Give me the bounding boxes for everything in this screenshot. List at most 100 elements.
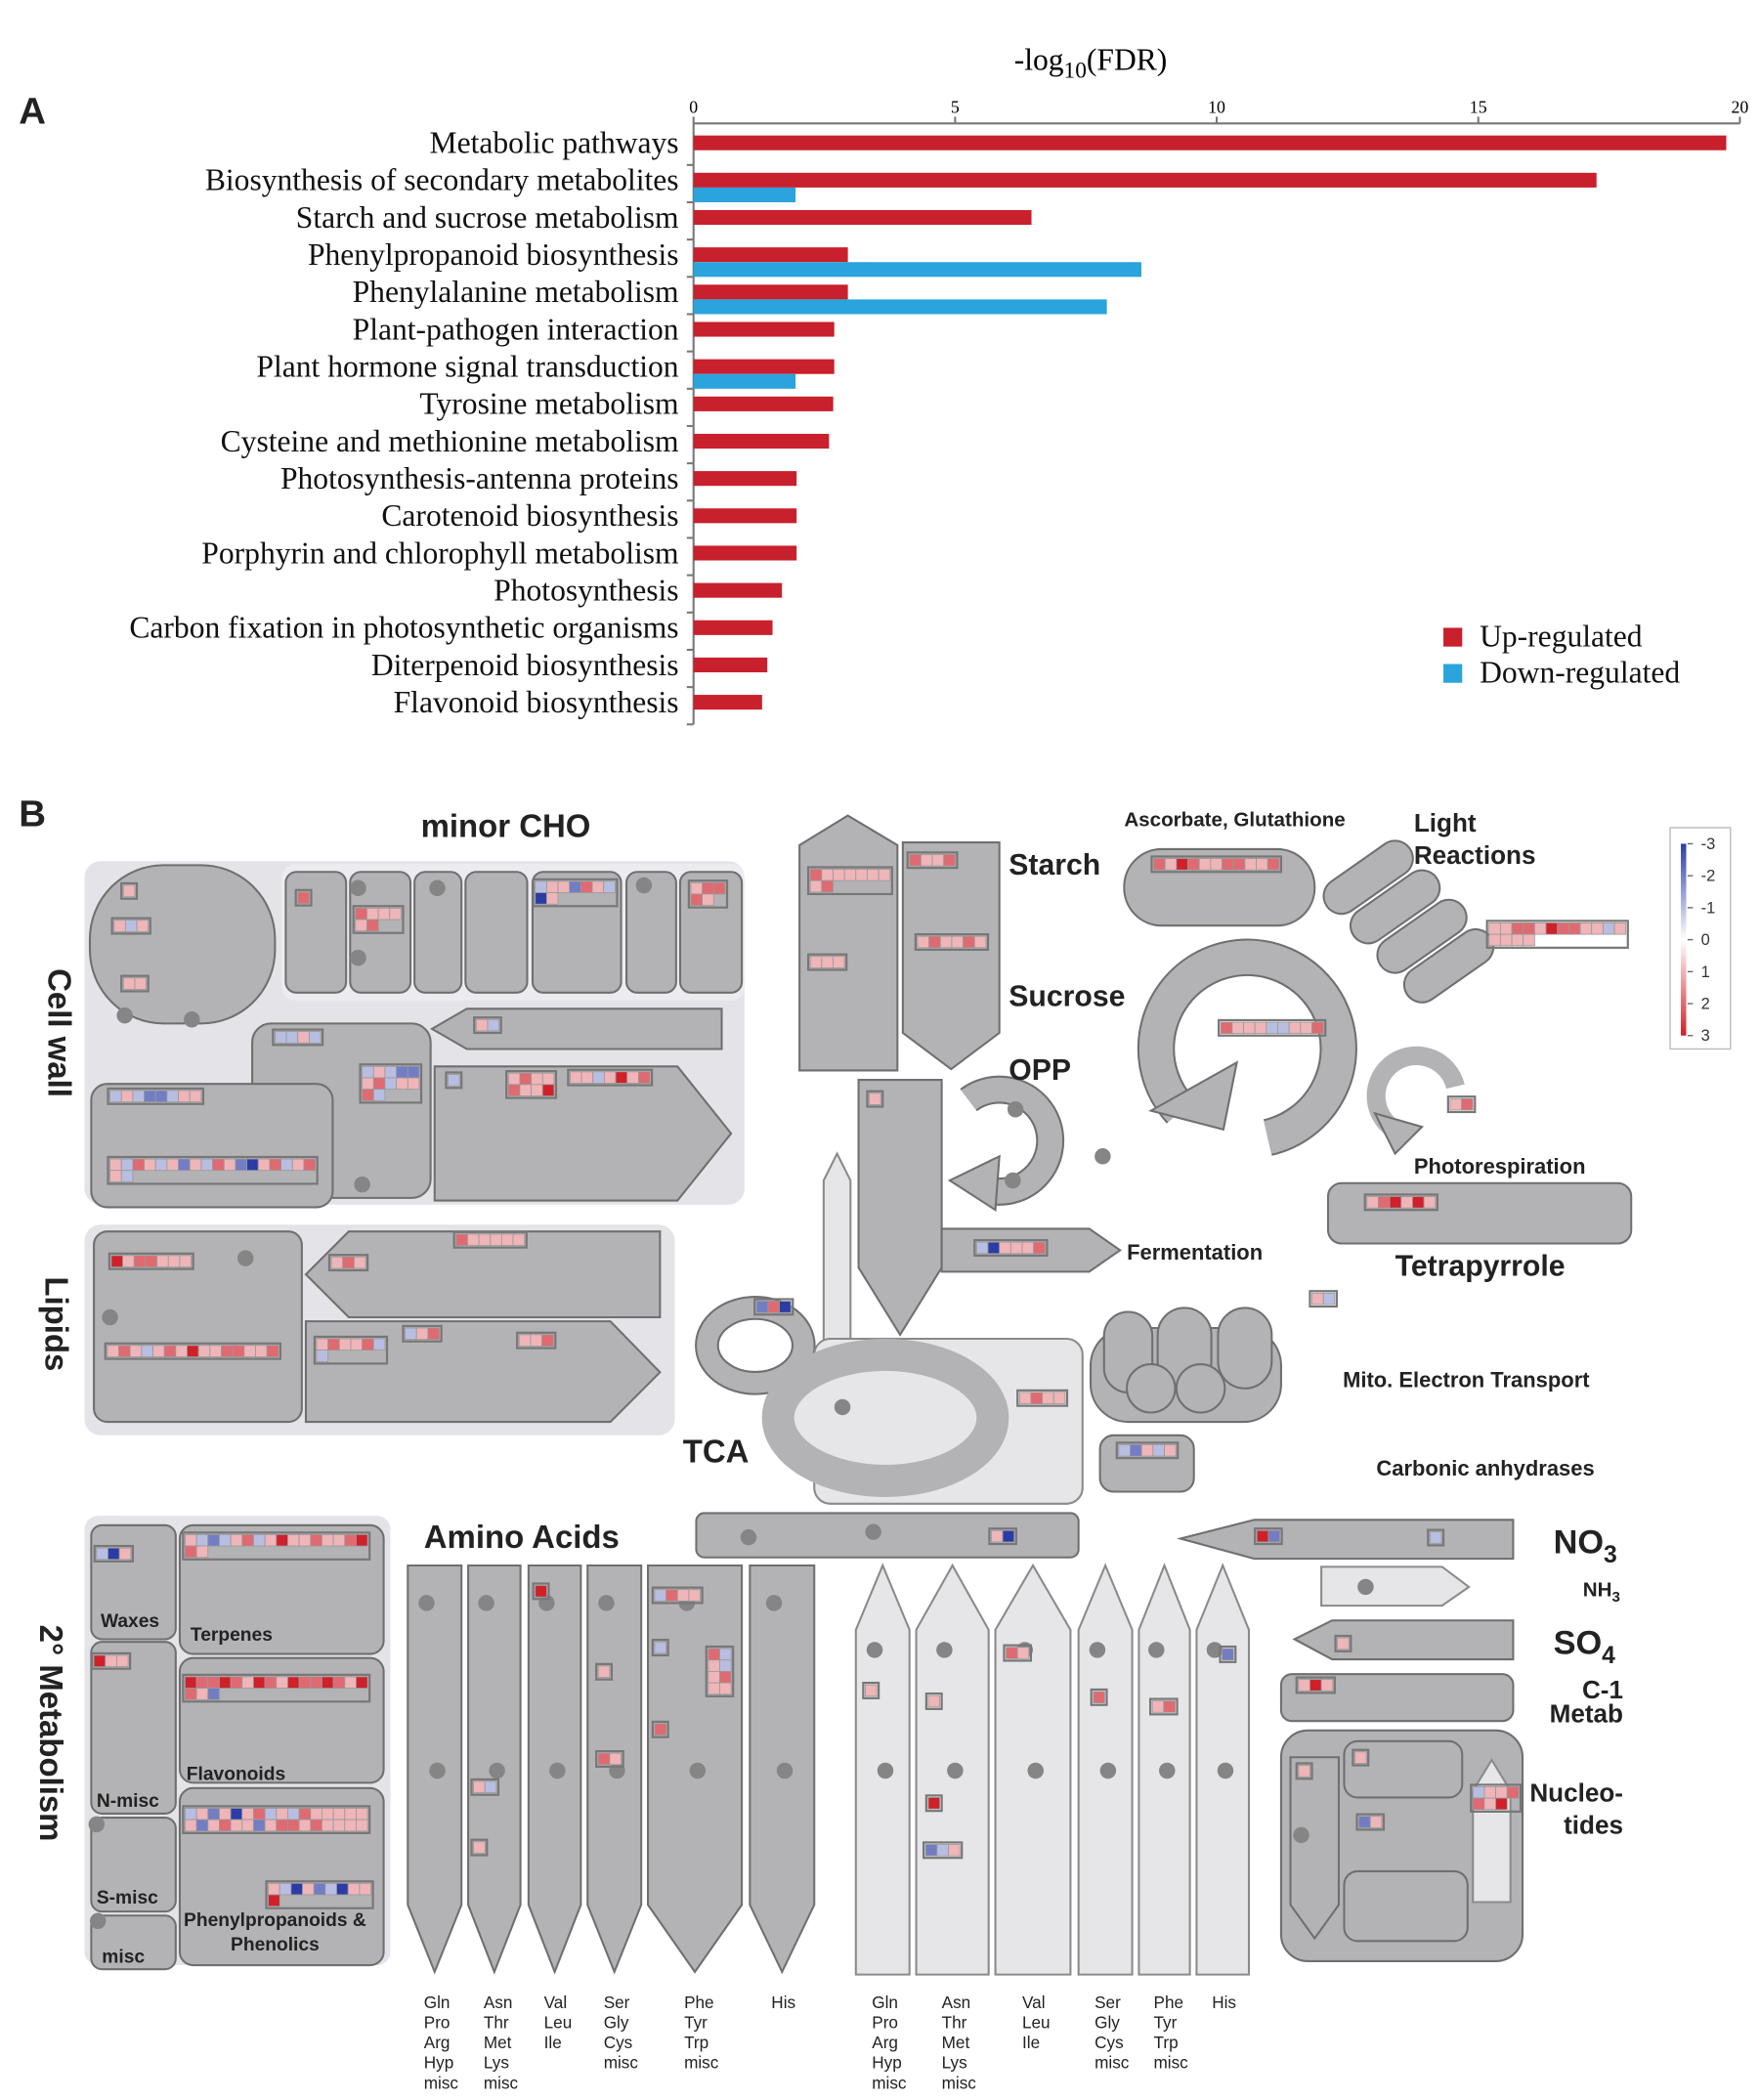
bar bbox=[693, 373, 796, 389]
heatmap-frame bbox=[1355, 1813, 1386, 1831]
heatmap-cell bbox=[269, 1158, 281, 1172]
heatmap-cell bbox=[253, 1808, 266, 1821]
y-tick-label: Carotenoid biosynthesis bbox=[381, 498, 678, 533]
heatmap-frame bbox=[470, 1838, 489, 1857]
heatmap-cell bbox=[407, 1065, 420, 1079]
heatmap-cell bbox=[134, 977, 148, 990]
heatmap-cell bbox=[207, 1819, 220, 1832]
heatmap-cell bbox=[287, 1808, 300, 1821]
heatmap-cell bbox=[475, 1018, 489, 1032]
heatmap-cell bbox=[597, 1665, 611, 1679]
heatmap-cell bbox=[779, 1301, 792, 1313]
heatmap-frame bbox=[272, 1028, 324, 1047]
heatmap-cell bbox=[290, 1882, 303, 1896]
heatmap-cell bbox=[122, 1255, 135, 1267]
heatmap-cell bbox=[928, 935, 941, 949]
heatmap-cell bbox=[163, 1345, 177, 1357]
heatmap-cell bbox=[287, 1819, 300, 1832]
heatmap-cell bbox=[118, 1345, 131, 1357]
heatmap-cell bbox=[372, 1077, 386, 1091]
heatmap-frame bbox=[651, 1639, 669, 1657]
amino-acid-label: Ile bbox=[1022, 2033, 1040, 2052]
heatmap-cell bbox=[96, 1547, 108, 1561]
heatmap-cell bbox=[324, 1882, 337, 1896]
heatmap-cell bbox=[350, 1338, 364, 1351]
heatmap-cell bbox=[1016, 1647, 1030, 1659]
heatmap-cell bbox=[936, 1844, 949, 1857]
x-axis-title-part: -log bbox=[1014, 42, 1064, 76]
dot bbox=[689, 1762, 707, 1779]
heatmap-frame bbox=[352, 905, 405, 934]
heatmap-cell bbox=[580, 880, 593, 893]
heatmap-cell bbox=[1163, 1700, 1176, 1713]
label: Phenylpropanoids & bbox=[184, 1910, 366, 1931]
heatmap-cell bbox=[545, 880, 559, 893]
heatmap-frame bbox=[1003, 1644, 1033, 1662]
label: Nucleo- bbox=[1529, 1779, 1623, 1808]
heatmap-frame bbox=[1218, 1018, 1327, 1037]
heatmap-cell bbox=[1483, 1786, 1496, 1799]
bar bbox=[693, 247, 848, 263]
heatmap-cell bbox=[129, 1345, 143, 1357]
color-tick-label: 0 bbox=[1701, 931, 1710, 949]
heatmap-cell bbox=[939, 935, 953, 949]
heatmap-cell bbox=[1311, 1021, 1324, 1035]
heatmap-frame bbox=[1309, 1290, 1339, 1308]
heatmap-cell bbox=[166, 1090, 179, 1103]
heatmap-cell bbox=[1151, 1700, 1165, 1713]
heatmap-cell bbox=[1423, 1196, 1437, 1209]
heatmap-cell bbox=[1164, 1444, 1177, 1457]
heatmap-frame bbox=[359, 1063, 423, 1104]
heatmap-cell bbox=[615, 1071, 628, 1084]
amino-acid-label: Gln bbox=[424, 1993, 451, 2012]
heatmap-cell bbox=[356, 1819, 368, 1832]
heatmap-cell bbox=[1378, 1196, 1391, 1209]
heatmap-cell bbox=[1591, 922, 1604, 935]
legend-swatch bbox=[1443, 627, 1463, 647]
heatmap-cell bbox=[316, 1338, 329, 1351]
x-tick-label: 5 bbox=[951, 97, 960, 116]
heatmap-cell bbox=[1613, 922, 1627, 935]
heatmap-frame bbox=[532, 1582, 550, 1601]
heatmap-cell bbox=[1322, 1292, 1336, 1306]
heatmap-cell bbox=[109, 1170, 122, 1182]
y-tick-label: Phenylalanine metabolism bbox=[353, 275, 679, 309]
y-tick-label: Carbon fixation in photosynthetic organi… bbox=[129, 611, 678, 645]
heatmap-cell bbox=[344, 1808, 357, 1821]
label: minor CHO bbox=[421, 808, 591, 844]
heatmap-cell bbox=[987, 1241, 1001, 1255]
heatmap-cell bbox=[973, 935, 987, 949]
heatmap-cell bbox=[332, 1808, 346, 1821]
heatmap-cell bbox=[347, 1882, 361, 1896]
heatmap-frame bbox=[516, 1331, 557, 1350]
x-tick-label: 0 bbox=[689, 97, 698, 116]
heatmap-cell bbox=[185, 1819, 197, 1832]
heatmap-cell bbox=[241, 1676, 254, 1689]
heatmap-frame bbox=[687, 879, 729, 909]
heatmap-cell bbox=[626, 1071, 639, 1084]
heatmap-cell bbox=[609, 1752, 622, 1766]
heatmap-cell bbox=[355, 919, 367, 932]
heatmap-cell bbox=[322, 1676, 334, 1689]
bar bbox=[693, 262, 1141, 278]
heatmap-cell bbox=[1222, 1648, 1234, 1661]
bar bbox=[693, 321, 835, 337]
heatmap-frame bbox=[1363, 1193, 1438, 1212]
heatmap-cell bbox=[144, 1158, 156, 1172]
heatmap-cell bbox=[1523, 933, 1535, 947]
heatmap-cell bbox=[1354, 1751, 1367, 1764]
heatmap-cell bbox=[1511, 933, 1524, 947]
heatmap-cell bbox=[719, 1659, 732, 1672]
dot bbox=[1159, 1762, 1176, 1779]
label: Waxes bbox=[101, 1611, 159, 1632]
heatmap-cell bbox=[557, 880, 571, 893]
amino-acid-label: misc bbox=[484, 2073, 519, 2092]
amino-acid-label: Ile bbox=[544, 2033, 562, 2052]
label: Flavonoids bbox=[187, 1765, 285, 1785]
heatmap-cell bbox=[1018, 1392, 1032, 1404]
heatmap-cell bbox=[833, 869, 845, 881]
heatmap-cell bbox=[389, 907, 402, 921]
heatmap-cell bbox=[1030, 1392, 1044, 1404]
amino-acid-label: Tyr bbox=[1154, 2013, 1178, 2033]
